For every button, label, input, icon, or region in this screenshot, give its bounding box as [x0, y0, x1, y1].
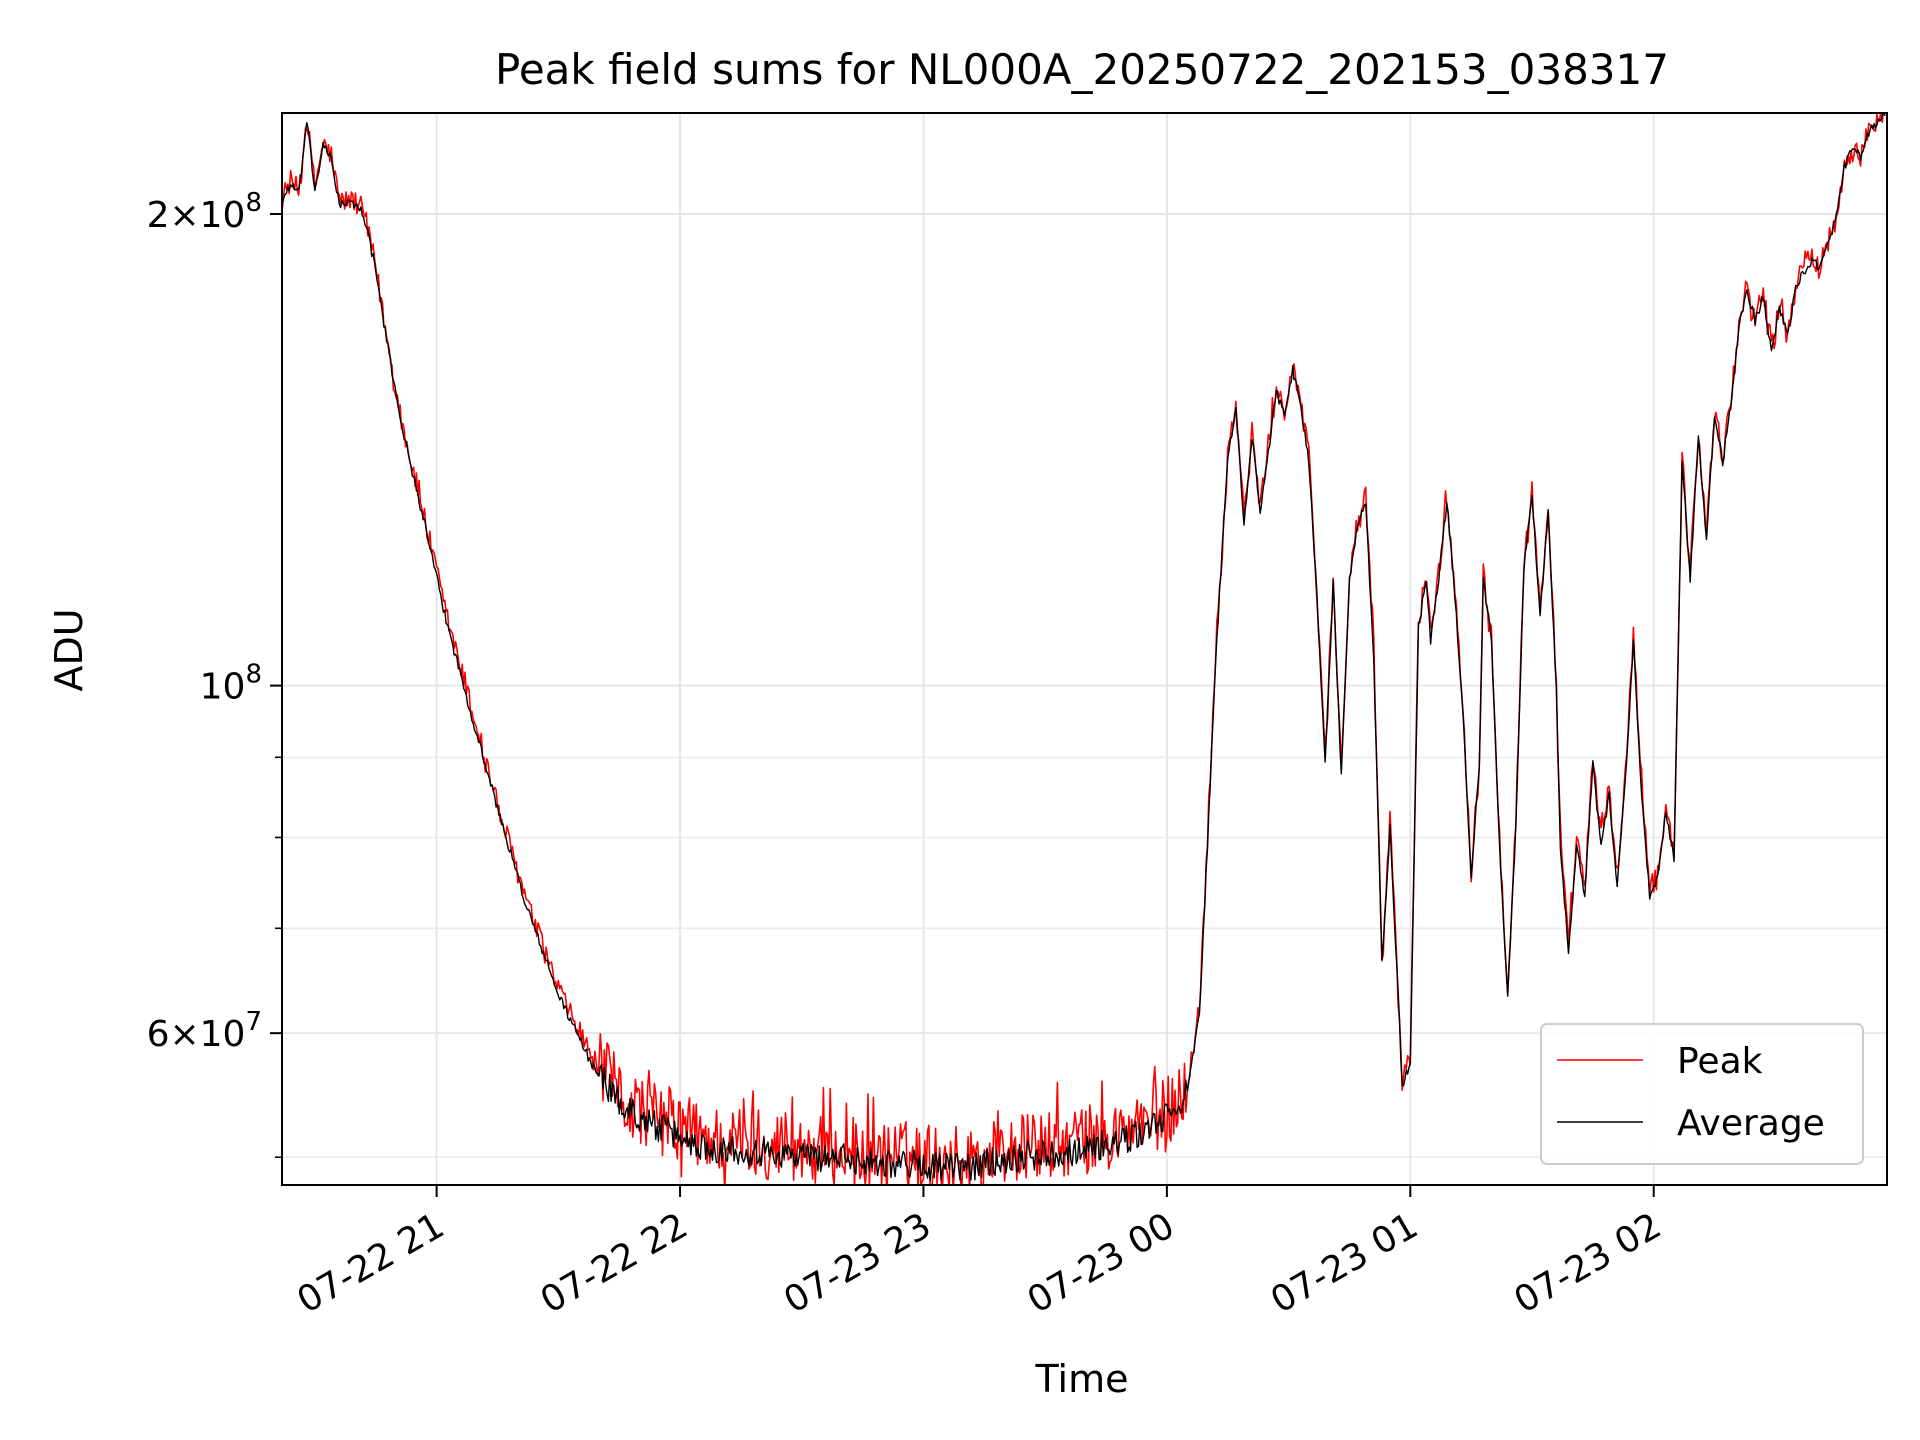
y-tick-base: 2×10 — [147, 195, 246, 236]
y-tick-base: 10 — [200, 667, 246, 708]
y-tick-base: 6×10 — [147, 1014, 246, 1055]
y-tick-label: 2×108 — [147, 188, 262, 236]
legend-label: Average — [1677, 1103, 1825, 1144]
legend: Peak Average — [1540, 1023, 1864, 1165]
x-axis-label: Time — [1035, 1357, 1129, 1401]
y-tick-label: 6×107 — [147, 1007, 262, 1055]
legend-box — [1540, 1023, 1864, 1165]
series-line-average — [282, 113, 1886, 1182]
legend-label: Peak — [1677, 1041, 1763, 1082]
y-tick-exponent: 8 — [245, 660, 262, 690]
y-axis-label: ADU — [47, 608, 91, 691]
y-tick-exponent: 7 — [245, 1007, 262, 1037]
series-layer — [282, 113, 1886, 1185]
plot-frame — [281, 112, 1888, 1186]
y-tick-label: 108 — [200, 660, 262, 708]
chart-title: Peak field sums for NL000A_20250722_2021… — [495, 45, 1669, 94]
y-tick-exponent: 8 — [245, 188, 262, 218]
